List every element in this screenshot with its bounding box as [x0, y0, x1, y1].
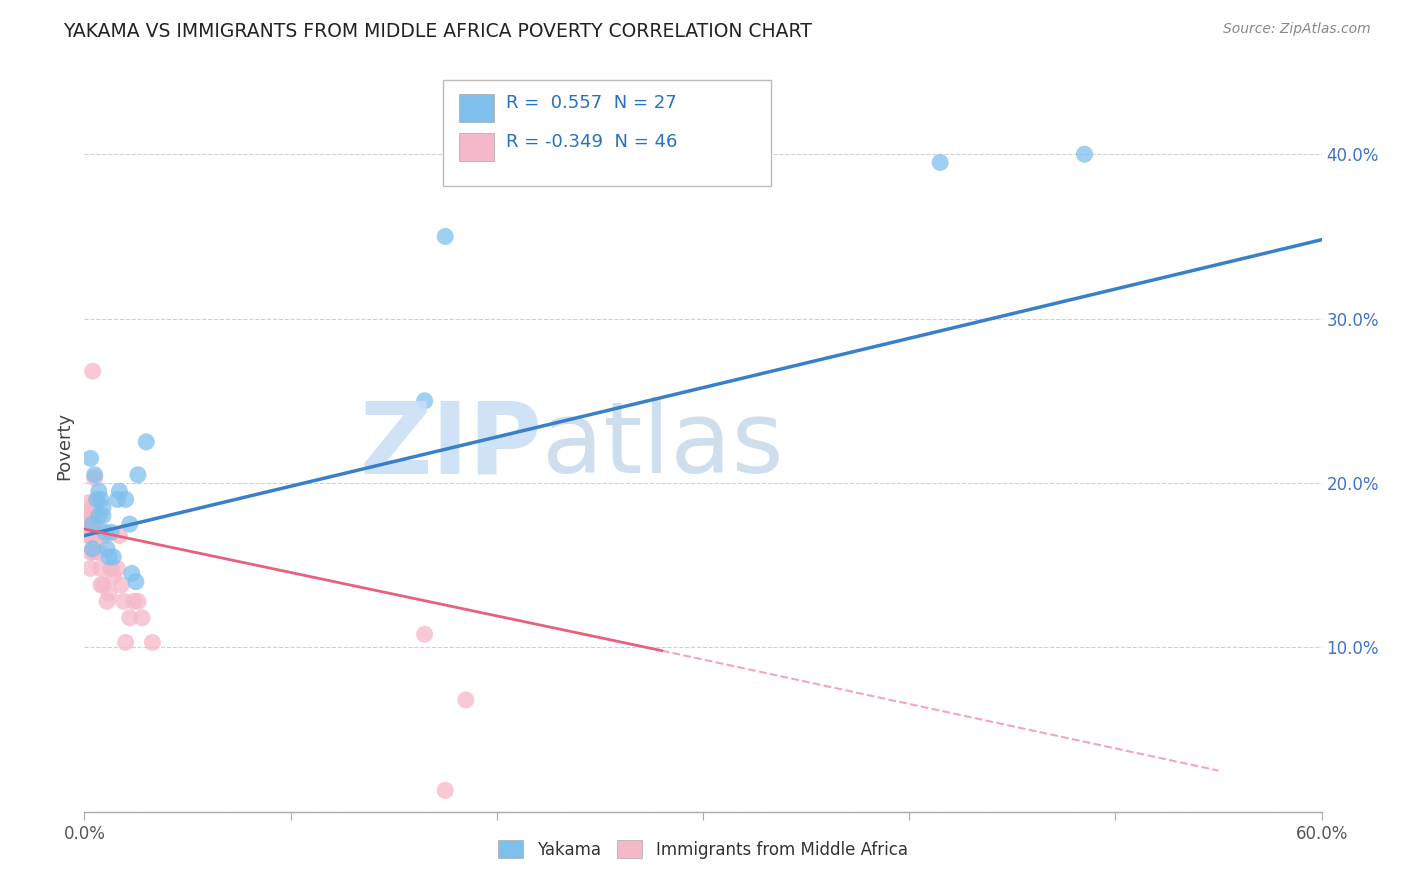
Point: [118, 517, 141, 532]
Text: R = -0.349  N = 46: R = -0.349 N = 46: [506, 133, 678, 151]
Point: [82, 364, 104, 378]
Point: [79, 451, 101, 466]
Point: [75, 508, 97, 523]
Point: [127, 594, 149, 608]
Point: [434, 229, 457, 244]
Point: [79, 512, 101, 526]
FancyBboxPatch shape: [460, 133, 494, 161]
Point: [454, 693, 477, 707]
Point: [77, 512, 100, 526]
Point: [87, 545, 110, 559]
Point: [82, 512, 104, 526]
Point: [112, 594, 135, 608]
Point: [108, 484, 131, 499]
Point: [77, 496, 100, 510]
Point: [91, 500, 114, 515]
Point: [434, 783, 457, 797]
Text: ZIP: ZIP: [360, 398, 543, 494]
Point: [77, 520, 100, 534]
Point: [79, 545, 101, 559]
Point: [82, 520, 104, 534]
Point: [114, 635, 136, 649]
Point: [90, 561, 112, 575]
Point: [100, 561, 122, 575]
Point: [131, 611, 153, 625]
Point: [91, 578, 114, 592]
Point: [105, 561, 128, 575]
Point: [125, 574, 148, 589]
Point: [82, 545, 104, 559]
Point: [83, 467, 105, 482]
Point: [96, 541, 118, 556]
Point: [98, 586, 121, 600]
Point: [103, 549, 125, 564]
Legend: Yakama, Immigrants from Middle Africa: Yakama, Immigrants from Middle Africa: [492, 833, 914, 865]
Point: [94, 528, 117, 542]
Point: [87, 508, 110, 523]
Point: [141, 635, 163, 649]
Point: [91, 508, 114, 523]
Point: [82, 517, 104, 532]
Point: [79, 512, 101, 526]
Point: [86, 545, 108, 559]
Point: [79, 520, 101, 534]
Text: YAKAMA VS IMMIGRANTS FROM MIDDLE AFRICA POVERTY CORRELATION CHART: YAKAMA VS IMMIGRANTS FROM MIDDLE AFRICA …: [63, 22, 813, 41]
Point: [96, 594, 118, 608]
Point: [135, 434, 157, 449]
Point: [110, 578, 132, 592]
Point: [79, 528, 101, 542]
Point: [413, 393, 436, 408]
Point: [98, 549, 121, 564]
Point: [90, 578, 112, 592]
Point: [929, 155, 952, 169]
Point: [121, 566, 143, 581]
Text: Source: ZipAtlas.com: Source: ZipAtlas.com: [1223, 22, 1371, 37]
FancyBboxPatch shape: [460, 95, 494, 122]
Point: [127, 467, 149, 482]
Point: [118, 611, 141, 625]
Point: [108, 528, 131, 542]
Point: [103, 569, 125, 583]
Point: [83, 496, 105, 510]
Point: [82, 541, 104, 556]
Point: [100, 561, 122, 575]
Point: [100, 525, 122, 540]
Point: [122, 594, 145, 608]
Point: [94, 525, 117, 540]
Point: [413, 627, 436, 641]
Point: [86, 528, 108, 542]
Text: R =  0.557  N = 27: R = 0.557 N = 27: [506, 94, 678, 112]
Point: [77, 528, 100, 542]
Text: atlas: atlas: [543, 398, 783, 494]
Point: [79, 561, 101, 575]
Point: [105, 492, 128, 507]
Point: [79, 528, 101, 542]
Point: [83, 471, 105, 485]
Point: [86, 492, 108, 507]
Point: [114, 492, 136, 507]
Point: [87, 484, 110, 499]
Point: [75, 504, 97, 518]
Point: [90, 492, 112, 507]
Point: [75, 520, 97, 534]
Point: [1073, 147, 1095, 161]
Y-axis label: Poverty: Poverty: [55, 412, 73, 480]
FancyBboxPatch shape: [443, 80, 770, 186]
Point: [86, 520, 108, 534]
